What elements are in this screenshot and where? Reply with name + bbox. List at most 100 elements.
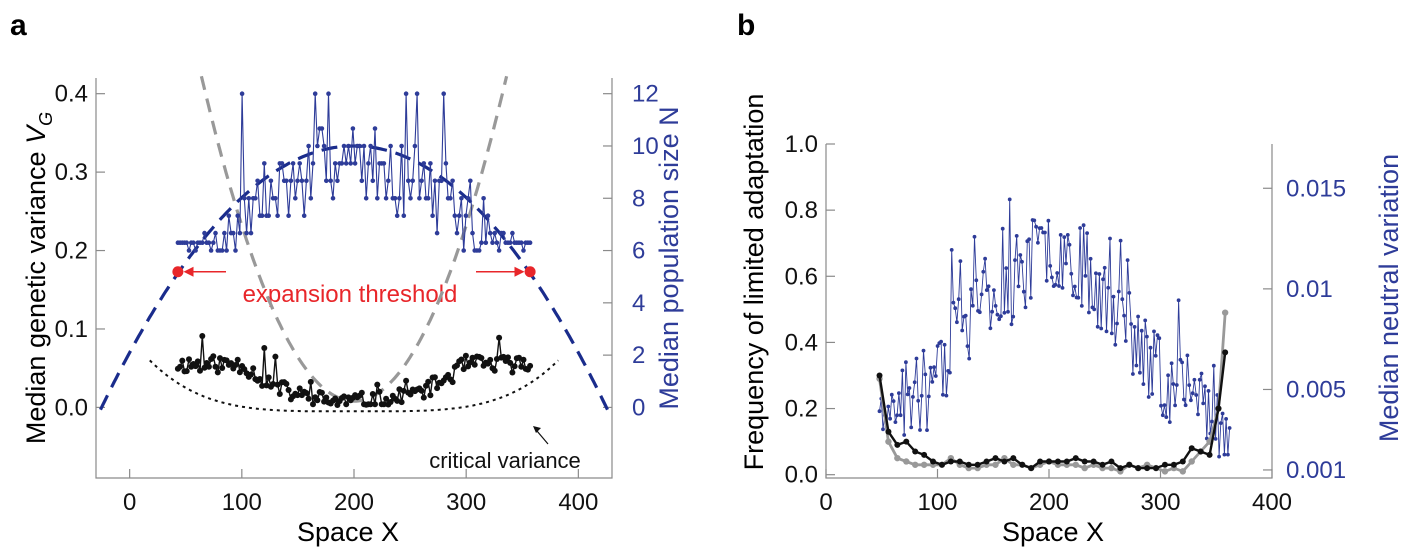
- neutral-variation-point: [1196, 412, 1200, 417]
- neutral-variation-point: [928, 365, 933, 370]
- neutral-variation-point: [1097, 272, 1102, 276]
- population-point: [527, 240, 533, 245]
- population-point: [202, 230, 207, 236]
- neutral-variation-point: [1101, 277, 1105, 282]
- population-point: [357, 143, 362, 149]
- neutral-variation-point: [1046, 218, 1051, 223]
- neutral-variation-point: [1064, 261, 1068, 266]
- panel-a-xtick-label: 200: [334, 489, 374, 516]
- population-point: [279, 161, 285, 166]
- panel-a-ytick-right-label: 10: [632, 133, 659, 160]
- neutral-variation-point: [895, 413, 899, 418]
- panel-a-ytick-right-label: 12: [632, 81, 659, 108]
- population-point: [335, 178, 340, 184]
- black-frequency-point: [1153, 465, 1160, 472]
- panel-b-ylabel-right: Median neutral variation: [1374, 154, 1404, 442]
- panel-a-ytick-right-label: 4: [632, 290, 645, 317]
- population-point: [401, 213, 407, 218]
- population-point: [321, 143, 327, 149]
- population-point: [419, 178, 424, 184]
- neutral-variation-line: [879, 199, 1231, 457]
- population-point: [456, 213, 462, 218]
- neutral-variation-point: [932, 365, 936, 369]
- vg-point: [527, 362, 534, 369]
- black-frequency-point: [1215, 405, 1222, 412]
- neutral-variation-point: [886, 404, 891, 409]
- population-point: [490, 240, 495, 245]
- vg-theory-dashed-curve: [199, 75, 509, 403]
- neutral-variation-point: [1044, 278, 1049, 283]
- neutral-variation-point: [1150, 392, 1155, 396]
- population-point: [470, 230, 475, 236]
- vg-point: [314, 397, 321, 404]
- vg-point: [294, 392, 301, 399]
- neutral-variation-point: [911, 395, 915, 399]
- neutral-variation-point: [1173, 403, 1177, 408]
- neutral-variation-point: [1169, 361, 1174, 366]
- neutral-variation-point: [1004, 266, 1009, 270]
- neutral-variation-point: [1000, 226, 1005, 231]
- neutral-variation-point: [902, 433, 907, 437]
- population-point: [386, 178, 391, 184]
- gray-frequency-point: [885, 438, 892, 445]
- neutral-variation-point: [933, 374, 938, 378]
- population-point: [330, 196, 336, 201]
- population-point: [487, 230, 493, 236]
- vg-point: [248, 371, 254, 378]
- population-point: [428, 161, 433, 166]
- neutral-variation-point: [1143, 318, 1148, 323]
- neutral-variation-point: [1213, 437, 1218, 441]
- population-point: [479, 240, 484, 245]
- black-frequency-point: [903, 438, 910, 445]
- neutral-variation-point: [1131, 372, 1135, 376]
- black-frequency-point: [876, 372, 883, 379]
- neutral-variation-point: [1123, 339, 1128, 343]
- panel-b-ytick-right-label: 0.01: [1286, 276, 1333, 303]
- black-frequency-point: [1001, 458, 1008, 465]
- panel-b-ytick-right-label: 0.001: [1286, 457, 1346, 484]
- vg-point: [250, 365, 257, 372]
- neutral-variation-point: [1032, 218, 1037, 223]
- neutral-variation-point: [1164, 415, 1169, 419]
- population-point: [299, 178, 305, 184]
- neutral-variation-point: [1067, 242, 1072, 247]
- population-point: [450, 178, 455, 184]
- neutral-variation-point: [1016, 284, 1021, 289]
- panel-a-xtick-label: 300: [446, 489, 486, 516]
- vg-point: [307, 378, 314, 385]
- neutral-variation-point: [1104, 329, 1109, 334]
- neutral-variation-point: [977, 310, 982, 315]
- neutral-variation-point: [1050, 275, 1054, 280]
- neutral-variation-point: [1060, 286, 1065, 290]
- neutral-variation-point: [1189, 398, 1193, 403]
- population-point: [306, 143, 311, 149]
- vg-point: [369, 391, 376, 397]
- black-frequency-point: [1019, 461, 1026, 468]
- neutral-variation-point: [1138, 370, 1142, 375]
- neutral-variation-point: [1148, 345, 1153, 350]
- panel-b-ytick-label: 1.0: [785, 131, 818, 158]
- panel-b-ytick-label: 0.6: [785, 263, 818, 290]
- neutral-variation-point: [1190, 391, 1195, 396]
- neutral-variation-point: [970, 303, 975, 308]
- neutral-variation-point: [1079, 304, 1084, 308]
- neutral-variation-point: [912, 380, 917, 385]
- neutral-variation-point: [1099, 326, 1104, 331]
- population-point: [521, 248, 526, 253]
- population-point: [485, 213, 491, 218]
- neutral-variation-point: [1218, 421, 1223, 425]
- panel-a-ylabel-left: Median genetic variance VG: [21, 112, 56, 444]
- population-point: [352, 161, 358, 166]
- population-point: [412, 143, 418, 149]
- neutral-variation-point: [941, 392, 945, 397]
- neutral-variation-point: [888, 416, 892, 421]
- panel-b-xtick-label: 300: [1140, 489, 1180, 516]
- population-point: [519, 240, 524, 245]
- neutral-variation-point: [1122, 313, 1126, 318]
- neutral-variation-point: [969, 287, 973, 292]
- critical-variance-label: critical variance: [429, 448, 581, 473]
- population-point: [483, 240, 489, 245]
- neutral-variation-point: [1111, 294, 1116, 299]
- panel-a-ytick-right-label: 0: [632, 394, 645, 421]
- panel-a-ytick-right-label: 8: [632, 185, 645, 212]
